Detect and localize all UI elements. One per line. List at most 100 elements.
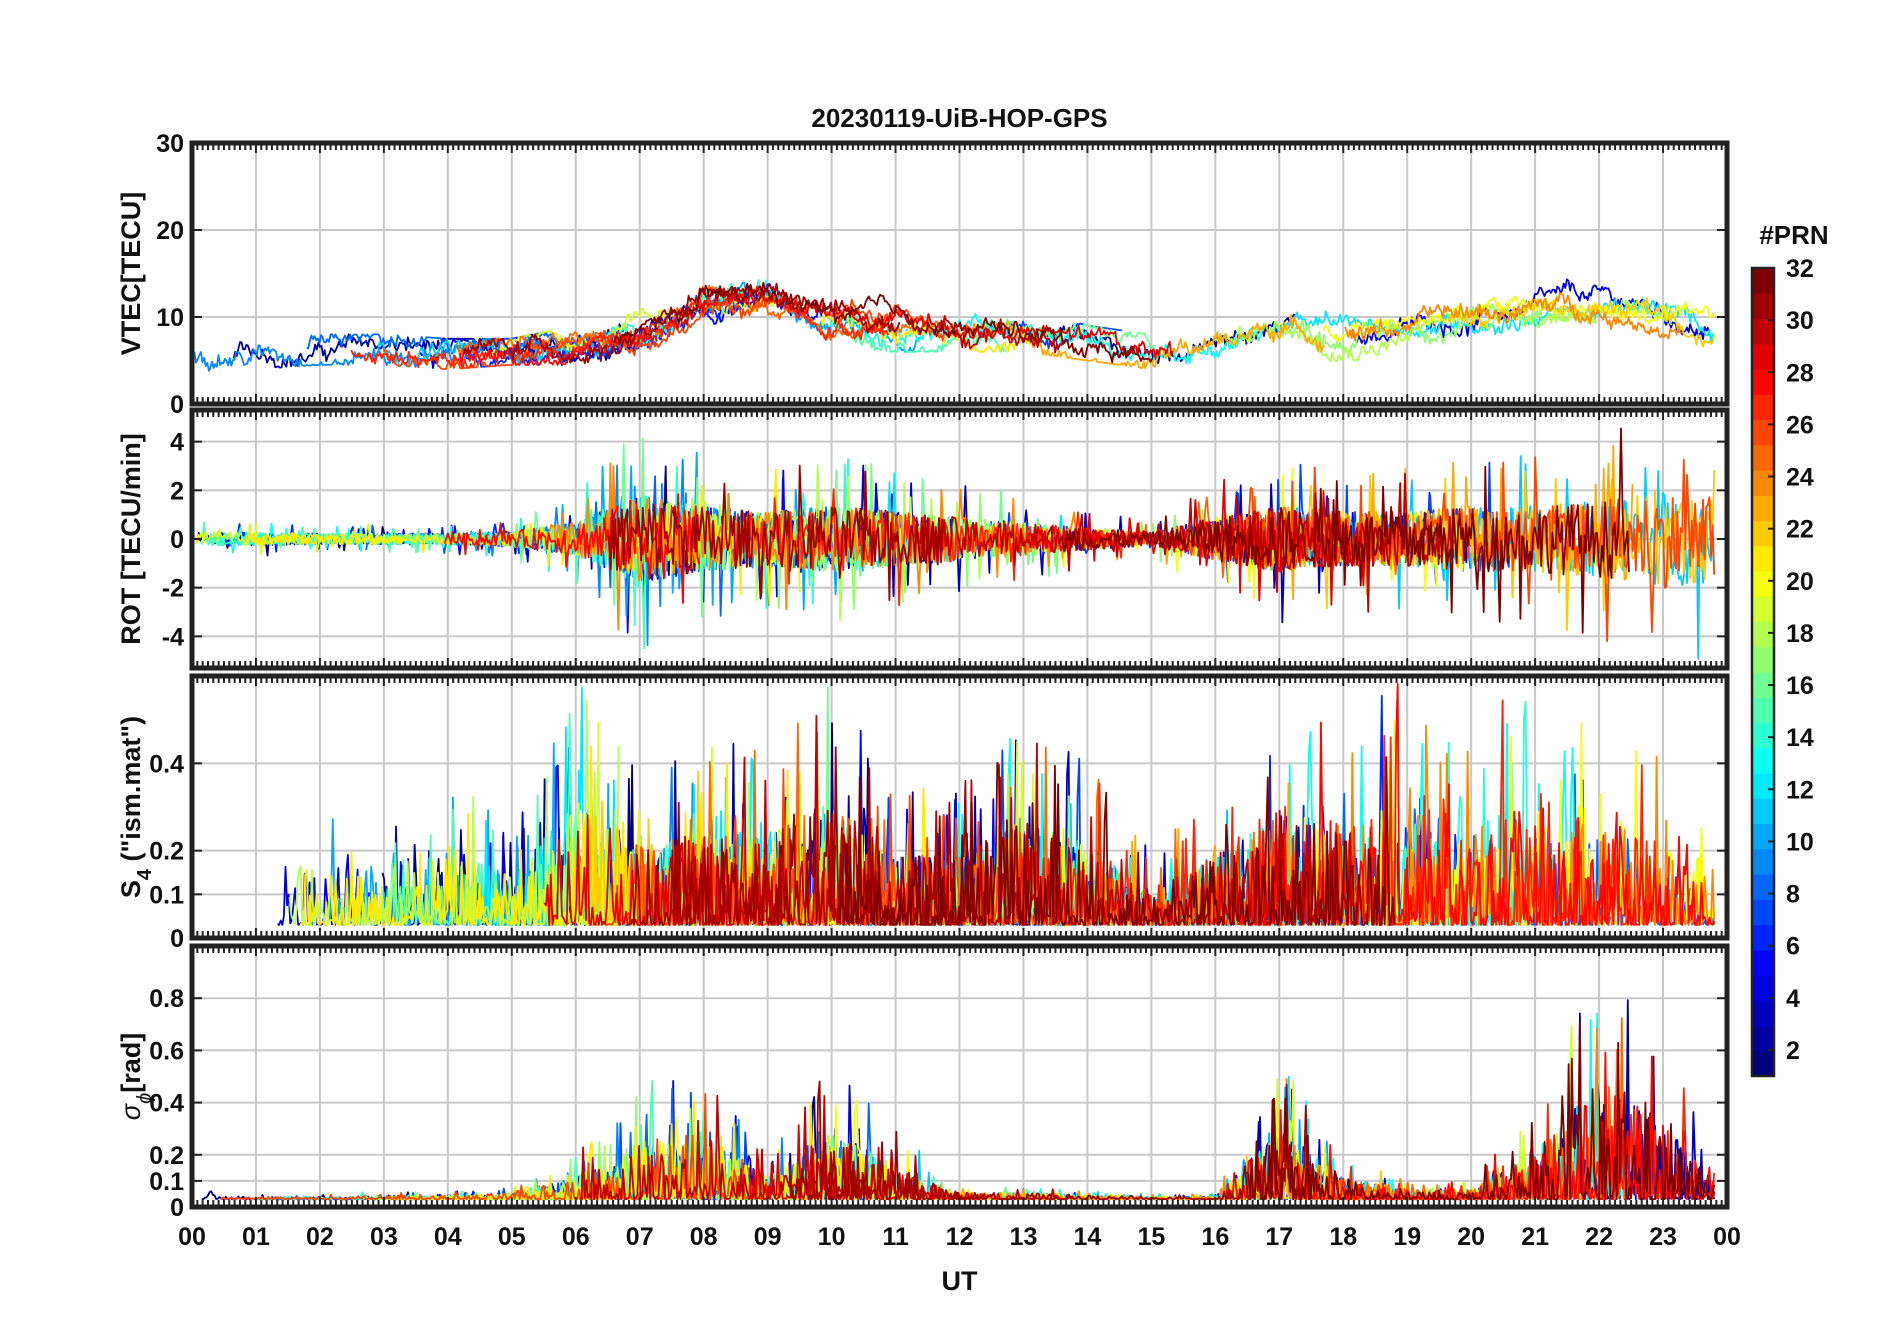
colorbar-swatch — [1752, 747, 1774, 774]
colorbar-swatch — [1752, 823, 1774, 850]
colorbar-swatch — [1752, 924, 1774, 951]
y-tick-label: 0.1 — [149, 881, 184, 909]
series-group-vtec — [193, 278, 1716, 372]
colorbar-swatch — [1752, 268, 1774, 294]
y-axis-label-part: ϕ — [134, 1093, 156, 1104]
x-ticks-rot — [191, 410, 1728, 668]
x-ticks-sigma_phi — [191, 946, 1728, 1207]
y-axis-label-part: [rad] — [116, 1033, 146, 1093]
y-tick-label: 10 — [156, 304, 184, 332]
colorbar-tick-label: 16 — [1786, 672, 1814, 700]
x-tick-label: 19 — [1393, 1223, 1421, 1251]
x-tick-label: 11 — [882, 1223, 909, 1251]
colorbar-tick-label: 12 — [1786, 776, 1814, 804]
y-axis-label-part: VTEC[TECU] — [116, 192, 146, 356]
x-tick-label: 18 — [1329, 1223, 1357, 1251]
colorbar-label: #PRN — [1759, 220, 1828, 250]
colorbar-tick-label: 18 — [1786, 620, 1814, 648]
x-tick-label: 05 — [498, 1223, 526, 1251]
colorbar-swatch — [1752, 722, 1774, 749]
series-line-prn-20 — [1322, 296, 1716, 343]
colorbar-tick-label: 6 — [1786, 933, 1800, 961]
x-tick-label: 01 — [242, 1223, 270, 1251]
x-tick-label: 13 — [1010, 1223, 1038, 1251]
colorbar-frame — [1750, 266, 1776, 1078]
x-tick-label: 06 — [562, 1223, 590, 1251]
x-tick-label: 14 — [1074, 1223, 1102, 1251]
x-tick-label: 15 — [1137, 1223, 1165, 1251]
series-line-prn-32 — [839, 756, 1396, 926]
x-ticks-s4 — [191, 676, 1728, 938]
colorbar-swatch — [1752, 848, 1774, 875]
colorbar-tick-label: 2 — [1786, 1037, 1800, 1065]
series-group-rot — [192, 427, 1716, 660]
y-axis-label-rot: ROT [TECU/min] — [116, 433, 146, 644]
colorbar-swatch — [1752, 1025, 1774, 1052]
x-tick-labels: 00 01 02 03 04 05 06 07 08 09 10 11 12 13 14 15 16 17 18 19… — [178, 1223, 1741, 1251]
colorbar-swatch — [1752, 798, 1774, 825]
y-tick-label: 0.6 — [149, 1037, 184, 1065]
y-axis-label-part: ROT [TECU/min] — [116, 433, 146, 644]
x-tick-label: 23 — [1649, 1223, 1677, 1251]
x-tick-label: 03 — [370, 1223, 398, 1251]
series-line-prn-26 — [382, 292, 950, 370]
colorbar-swatch — [1752, 444, 1774, 471]
y-axis-label-part: S — [116, 880, 146, 898]
y-tick-label: 0.4 — [149, 1090, 184, 1118]
colorbar-swatch — [1752, 697, 1774, 724]
series-line-prn-24 — [1344, 292, 1682, 341]
x-tick-label: 20 — [1457, 1223, 1485, 1251]
colorbar-tick-label: 28 — [1786, 359, 1814, 387]
colorbar-swatch — [1752, 318, 1774, 345]
series-line-prn-29 — [667, 287, 1174, 359]
panel-rot: -4 -2 0 2 4 ROT [TECU/min] — [116, 407, 1730, 671]
x-tick-label: 21 — [1521, 1223, 1549, 1251]
y-tick-label: -2 — [162, 575, 184, 603]
series-line-prn-32 — [1246, 1022, 1716, 1201]
y-axis-label-vtec: VTEC[TECU] — [116, 192, 146, 356]
y-axis-label-sigma_phi: σϕ[rad] — [116, 1033, 156, 1120]
y-tick-label: 30 — [156, 130, 184, 158]
y-tick-label: -4 — [162, 623, 184, 651]
colorbar-swatch — [1752, 596, 1774, 623]
y-tick-label: 0 — [170, 925, 184, 953]
colorbar-swatch — [1752, 545, 1774, 572]
colorbar-swatch — [1752, 293, 1774, 320]
series-line-prn-27 — [350, 285, 889, 369]
y-tick-label: 0.2 — [149, 838, 184, 866]
chart-title: 20230119-UiB-HOP-GPS — [811, 103, 1107, 133]
series-line-prn-31 — [608, 464, 944, 602]
colorbar-swatch — [1752, 343, 1774, 370]
panel-s4: 00.10.20.4S4 ("ism.mat") — [116, 673, 1730, 953]
y-tick-label: 4 — [170, 429, 184, 457]
x-tick-label: 17 — [1265, 1223, 1293, 1251]
y-tick-label: 20 — [156, 217, 184, 245]
colorbar-tick-label: 8 — [1786, 881, 1800, 909]
x-tick-label: 09 — [754, 1223, 782, 1251]
colorbar-tick-label: 22 — [1786, 516, 1814, 544]
y-tick-label: 0.1 — [149, 1168, 184, 1196]
series-line-prn-31 — [788, 1080, 1312, 1201]
colorbar-tick-label: 32 — [1786, 255, 1814, 283]
colorbar-swatch — [1752, 949, 1774, 976]
y-tick-label: 0.2 — [149, 1142, 184, 1170]
x-tick-label: 08 — [690, 1223, 718, 1251]
colorbar-swatch — [1752, 419, 1774, 446]
colorbar-tick-label: 24 — [1786, 464, 1814, 492]
colorbar-tick-label: 4 — [1786, 985, 1800, 1013]
colorbar-swatch — [1752, 621, 1774, 648]
series-group-sigma_phi — [201, 999, 1716, 1201]
y-tick-label: 0 — [170, 526, 184, 554]
y-tick-label: 0 — [170, 391, 184, 419]
y-axis-label-part: 4 — [134, 868, 156, 880]
x-ticks-vtec — [191, 143, 1728, 404]
series-line-prn-28 — [1224, 1051, 1716, 1201]
colorbar-tick-label: 30 — [1786, 307, 1814, 335]
y-axis-label-part: ("ism.mat") — [116, 716, 146, 869]
x-tick-label: 22 — [1585, 1223, 1613, 1251]
panel-vtec: 0 10 20 30 VTEC[TECU] — [116, 130, 1730, 419]
colorbar-swatch — [1752, 1050, 1774, 1077]
colorbar-tick-label: 10 — [1786, 828, 1814, 856]
